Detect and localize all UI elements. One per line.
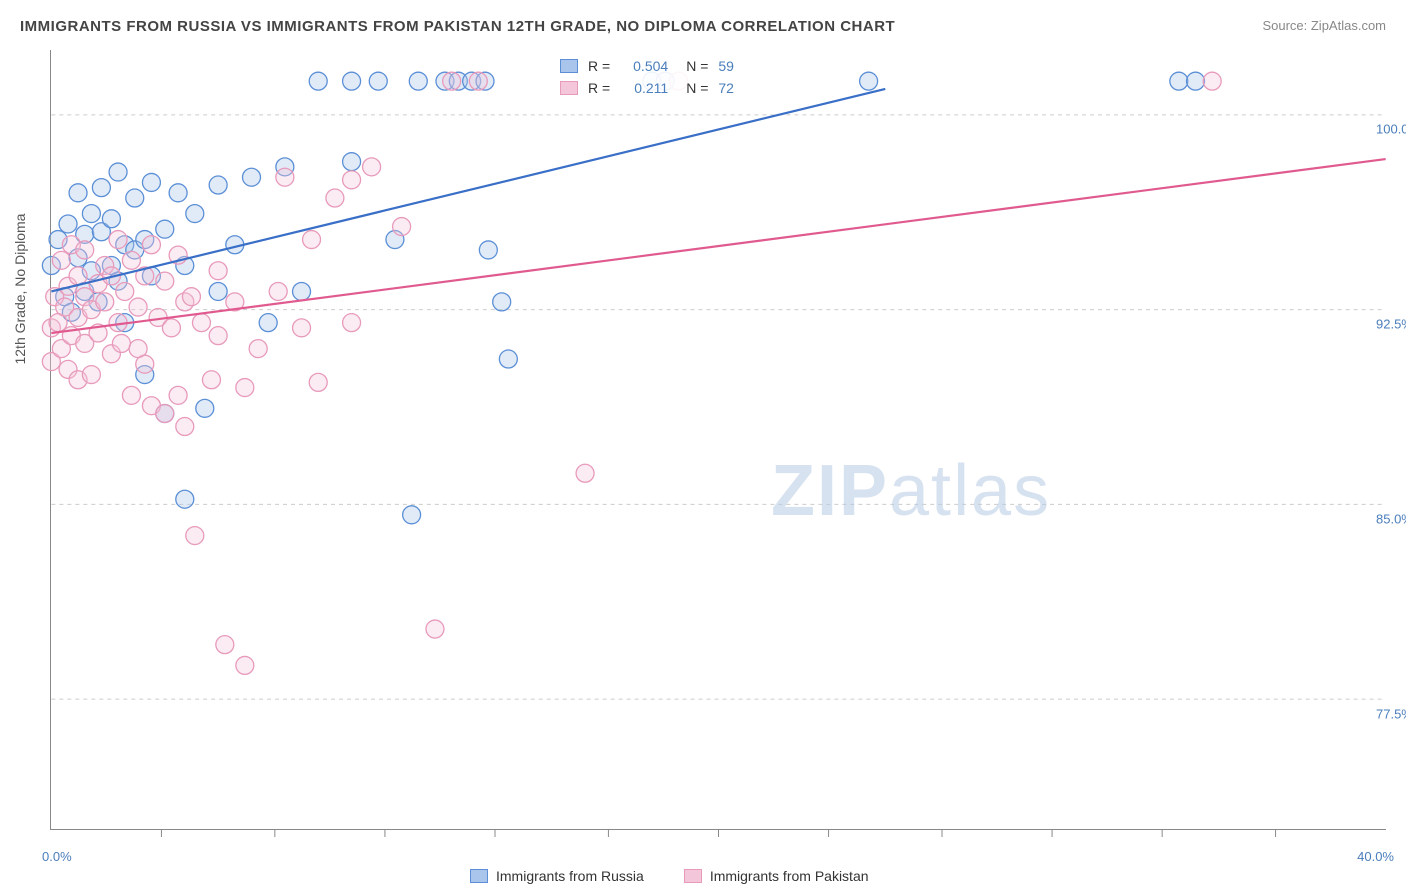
legend-item-pakistan: Immigrants from Pakistan [684,868,869,884]
r-value-pakistan: 0.211 [620,77,668,99]
r-label: R = [588,77,610,99]
r-label: R = [588,55,610,77]
y-tick-label: 77.5% [1376,707,1406,722]
swatch-russia-icon [470,869,488,883]
n-value-russia: 59 [718,55,734,77]
legend-row-russia: R = 0.504 N = 59 [560,55,734,77]
legend-label-pakistan: Immigrants from Pakistan [710,868,869,884]
correlation-legend: R = 0.504 N = 59 R = 0.211 N = 72 [560,55,734,99]
n-label: N = [686,77,708,99]
y-tick-label: 100.0% [1376,122,1406,137]
legend-label-russia: Immigrants from Russia [496,868,644,884]
y-tick-label: 92.5% [1376,317,1406,332]
series-legend: Immigrants from Russia Immigrants from P… [470,868,869,884]
plot-area: ZIPatlas 100.0%92.5%85.0%77.5% [50,50,1386,830]
x-axis-left-label: 0.0% [42,849,72,864]
swatch-pakistan [560,81,578,95]
chart-svg [51,50,1386,829]
chart-title: IMMIGRANTS FROM RUSSIA VS IMMIGRANTS FRO… [20,18,895,35]
swatch-pakistan-icon [684,869,702,883]
x-axis-right-label: 40.0% [1357,849,1394,864]
legend-item-russia: Immigrants from Russia [470,868,644,884]
y-tick-label: 85.0% [1376,512,1406,527]
n-label: N = [686,55,708,77]
y-axis-label: 12th Grade, No Diploma [12,214,28,365]
swatch-russia [560,59,578,73]
legend-row-pakistan: R = 0.211 N = 72 [560,77,734,99]
r-value-russia: 0.504 [620,55,668,77]
n-value-pakistan: 72 [718,77,734,99]
source-text: Source: ZipAtlas.com [1262,18,1386,33]
